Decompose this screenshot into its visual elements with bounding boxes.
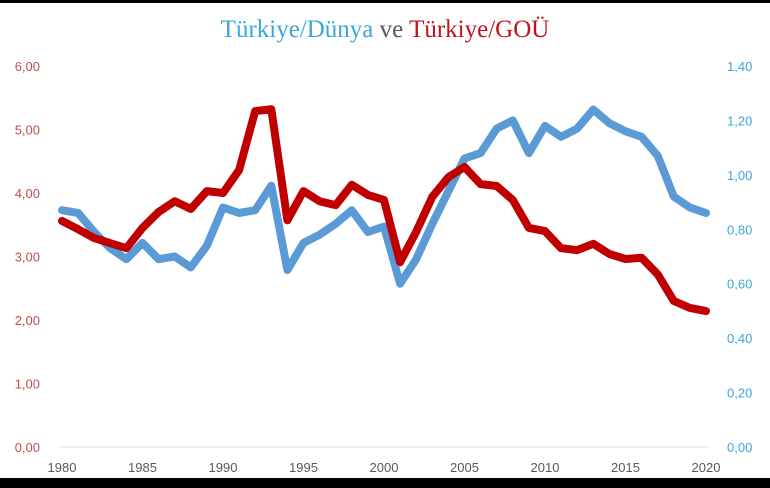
right-axis-tick-label: 0,20 (727, 386, 752, 401)
right-axis-tick-label: 0,40 (727, 331, 752, 346)
x-axis-tick-label: 1980 (48, 460, 77, 475)
right-axis-tick-label: 1,40 (727, 59, 752, 74)
x-axis: 1980 1985 1990 1995 2000 2005 2010 2015 2020 (48, 460, 721, 475)
left-axis-tick-label: 6,00 (15, 59, 40, 74)
left-axis-tick-label: 3,00 (15, 250, 40, 265)
series-turkiye-gou-line (58, 105, 710, 316)
chart-title: Türkiye/Dünya ve Türkiye/GOÜ (0, 16, 770, 44)
title-part-goü: Türkiye/GOÜ (409, 16, 550, 43)
x-axis-tick-label: 2000 (370, 460, 399, 475)
x-axis-tick-label: 1985 (128, 460, 157, 475)
x-axis-tick-label: 2015 (611, 460, 640, 475)
right-axis-tick-label: 0,00 (727, 440, 752, 455)
x-axis-tick-label: 1995 (289, 460, 318, 475)
right-axis-tick-label: 0,80 (727, 222, 752, 237)
left-y-axis: 0,00 1,00 2,00 3,00 4,00 5,00 6,00 (15, 59, 40, 455)
right-axis-tick-label: 0,60 (727, 277, 752, 292)
left-axis-tick-label: 0,00 (15, 440, 40, 455)
right-axis-tick-label: 1,00 (727, 168, 752, 183)
left-axis-tick-label: 5,00 (15, 123, 40, 138)
title-part-connector: ve (373, 16, 410, 43)
right-axis-tick-label: 1,20 (727, 113, 752, 128)
right-y-axis: 0,00 0,20 0,40 0,60 0,80 1,00 1,20 1,40 (727, 59, 752, 455)
left-axis-tick-label: 4,00 (15, 186, 40, 201)
left-axis-tick-label: 2,00 (15, 313, 40, 328)
left-axis-tick-label: 1,00 (15, 377, 40, 392)
x-axis-tick-label: 1990 (209, 460, 238, 475)
series-turkiye-dunya-line (58, 105, 710, 288)
x-axis-tick-label: 2010 (531, 460, 560, 475)
x-axis-tick-label: 2005 (450, 460, 479, 475)
x-axis-tick-label: 2020 (692, 460, 721, 475)
title-part-world: Türkiye/Dünya (220, 16, 374, 43)
